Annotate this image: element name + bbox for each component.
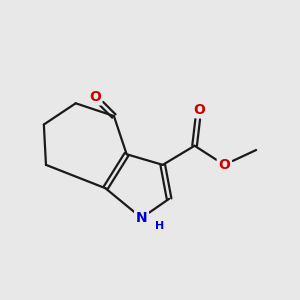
Text: N: N [136,211,147,225]
Text: H: H [155,221,164,231]
Text: O: O [218,158,230,172]
Text: O: O [89,90,101,104]
Text: O: O [193,103,205,117]
